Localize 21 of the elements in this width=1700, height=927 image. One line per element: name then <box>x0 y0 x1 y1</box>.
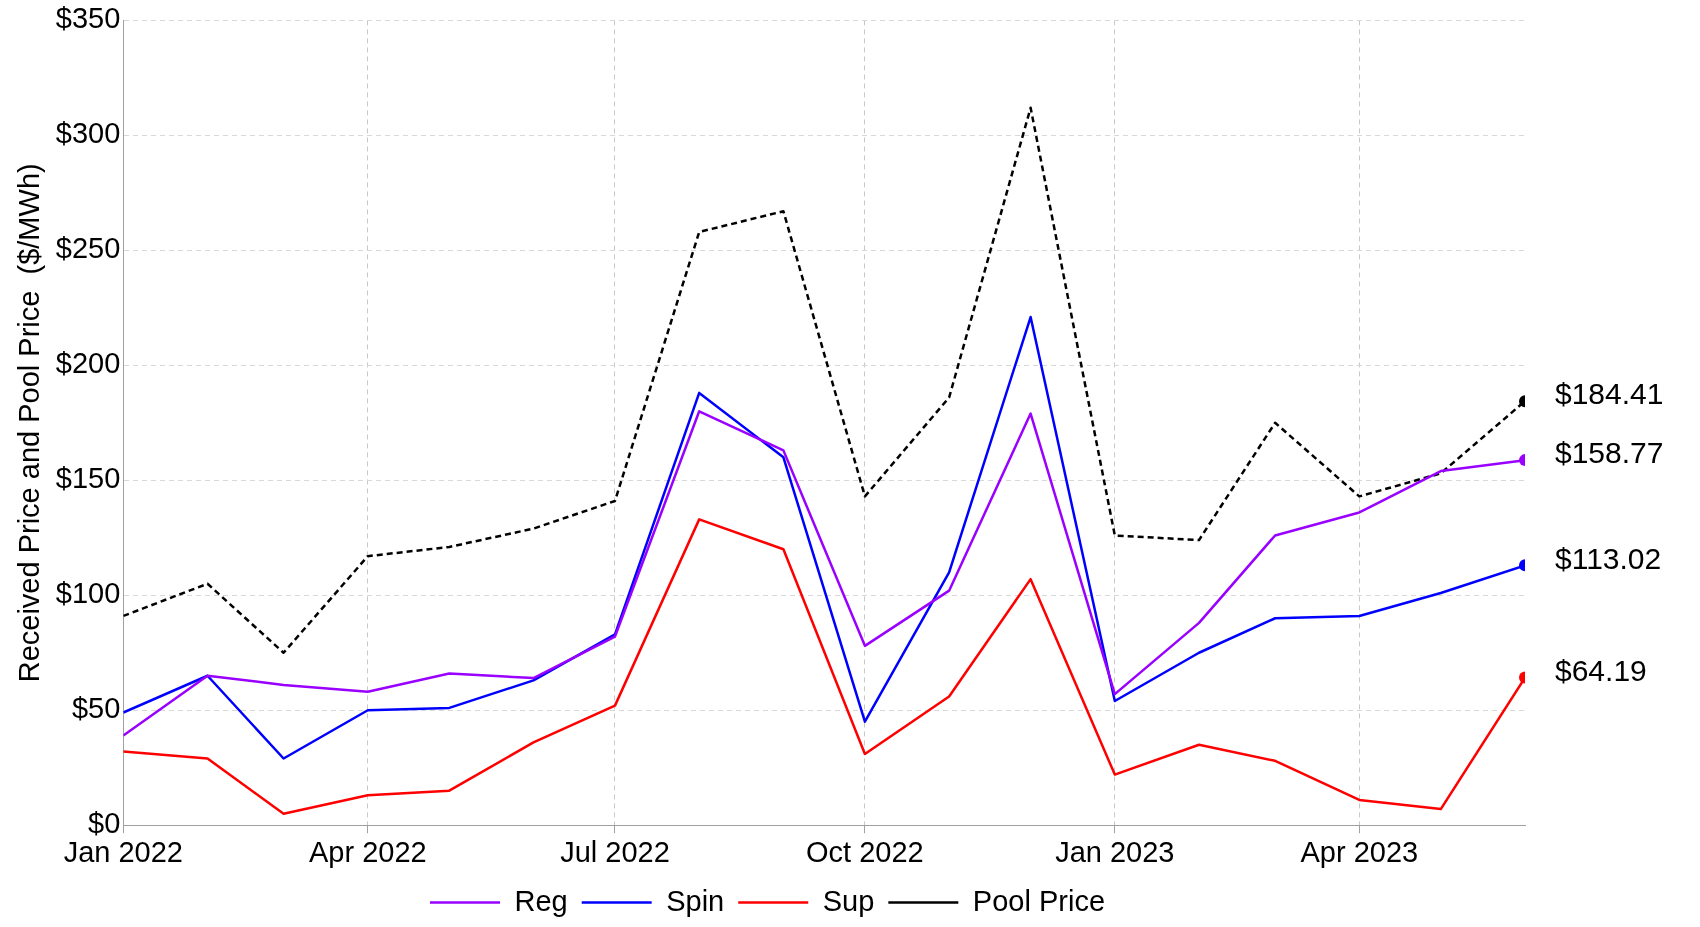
y-tick-label: $200 <box>55 347 121 380</box>
legend-label: Reg <box>514 884 568 917</box>
data-label: $158.77 <box>1555 436 1664 470</box>
y-tick-label: $250 <box>55 232 121 265</box>
y-tick-label: $300 <box>55 117 121 150</box>
legend-label: Spin <box>666 884 725 917</box>
x-tick-label: Jan 2023 <box>1055 835 1175 868</box>
data-label: $113.02 <box>1555 541 1662 575</box>
legend-label: Pool Price <box>972 884 1106 917</box>
x-tick-label: Jul 2022 <box>560 835 670 868</box>
x-tick-label: Apr 2022 <box>308 835 427 868</box>
x-tick-label: Apr 2023 <box>1300 835 1419 868</box>
y-tick-label: $100 <box>55 577 121 610</box>
data-label: $184.41 <box>1555 377 1664 411</box>
y-tick-label: $150 <box>55 462 121 495</box>
x-tick-label: Oct 2022 <box>806 835 924 868</box>
y-tick-label: $50 <box>71 692 121 725</box>
data-label: $64.19 <box>1555 653 1647 687</box>
y-axis-title: Received Price and Pool Price ($/MWh) <box>13 163 46 683</box>
y-tick-label: $350 <box>55 2 121 35</box>
legend-label: Sup <box>822 884 875 917</box>
